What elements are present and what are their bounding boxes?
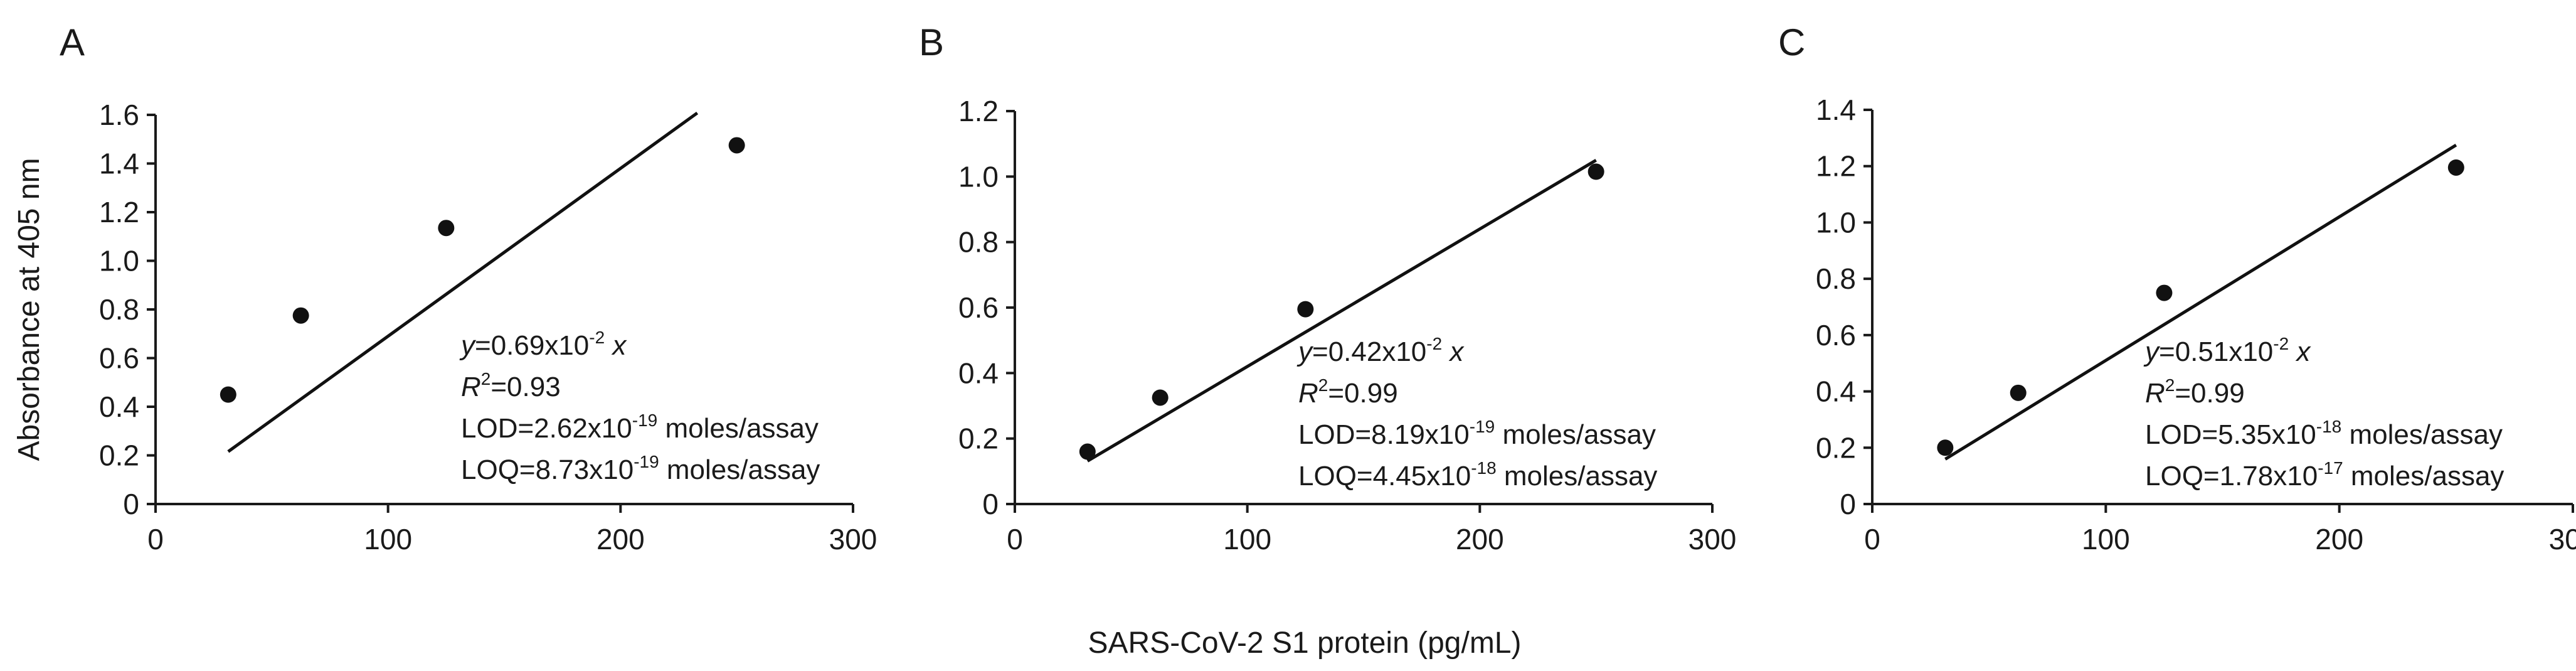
y-tick-label: 0 — [982, 488, 999, 520]
trend-line — [1086, 159, 1597, 463]
x-tick-label: 300 — [1688, 523, 1737, 556]
shared-x-axis-title: SARS-CoV-2 S1 protein (pg/mL) — [1088, 626, 1522, 660]
x-tick-label: 300 — [2549, 523, 2576, 556]
loq-label: LOQ=1.78x10-17 moles/assay — [2145, 458, 2504, 491]
x-tick-label: 100 — [1223, 523, 1271, 556]
y-tick-label: 1.4 — [1816, 94, 1856, 126]
x-tick-label: 0 — [147, 523, 164, 556]
data-point — [1152, 389, 1169, 406]
x-tick-label: 0 — [1007, 523, 1023, 556]
data-point — [1297, 301, 1314, 318]
data-point — [1937, 439, 1954, 456]
trend-line — [227, 111, 699, 453]
trend-line — [1944, 143, 2457, 461]
y-tick-label: 0.6 — [99, 342, 139, 375]
x-tick-label: 300 — [829, 523, 877, 556]
y-tick-label: 1.2 — [99, 196, 139, 228]
data-point — [2447, 159, 2464, 176]
y-tick-label: 0.4 — [958, 357, 999, 389]
y-tick-label: 1.6 — [99, 99, 139, 131]
y-tick-label: 0.6 — [958, 291, 999, 324]
panel-b: B 0 0.2 0.4 0.6 0.8 1.0 1.2 0 100 200 300 y=0.42x10-… — [919, 21, 1736, 556]
data-point — [292, 307, 309, 324]
y-tick-label: 0.2 — [1816, 431, 1856, 464]
y-tick-label: 0 — [123, 488, 139, 520]
data-point — [2010, 384, 2027, 401]
equation-label: y=0.42x10-2 x — [1296, 334, 1465, 367]
lod-label: LOD=5.35x10-18 moles/assay — [2145, 417, 2503, 450]
y-tick-label: 0.4 — [99, 390, 139, 423]
data-point — [728, 137, 745, 154]
y-tick-label: 1.0 — [99, 245, 139, 277]
y-tick-label: 1.0 — [1816, 206, 1856, 239]
x-tick-label: 200 — [596, 523, 645, 556]
r-squared-label: R2=0.93 — [461, 369, 561, 402]
lod-label: LOD=8.19x10-19 moles/assay — [1298, 417, 1656, 450]
x-tick-label: 100 — [2082, 523, 2130, 556]
y-tick-label: 0.8 — [958, 226, 999, 259]
r-squared-label: R2=0.99 — [2145, 375, 2245, 409]
x-tick-label: 200 — [2315, 523, 2363, 556]
y-tick-label: 0 — [1840, 488, 1856, 520]
y-tick-label: 1.0 — [958, 160, 999, 193]
data-point — [220, 386, 236, 403]
panel-letter: A — [60, 21, 85, 63]
x-tick-label: 0 — [1864, 523, 1880, 556]
x-tick-label: 100 — [364, 523, 412, 556]
y-tick-label: 1.2 — [958, 95, 999, 127]
y-tick-label: 0.6 — [1816, 319, 1856, 352]
equation-label: y=0.69x10-2 x — [459, 328, 627, 361]
data-point — [1587, 163, 1604, 180]
panel-letter: C — [1778, 21, 1805, 63]
r-squared-label: R2=0.99 — [1298, 375, 1398, 409]
loq-label: LOQ=4.45x10-18 moles/assay — [1298, 458, 1657, 491]
y-axis-title: Absorbance at 405 nm — [13, 158, 46, 461]
y-tick-label: 0.2 — [958, 422, 999, 455]
x-tick-label: 200 — [1456, 523, 1504, 556]
loq-label: LOQ=8.73x10-19 moles/assay — [461, 452, 820, 485]
y-tick-label: 0.2 — [99, 439, 139, 472]
panel-a: A 0 0.2 0.4 0.6 0.8 1.0 1.2 1.4 1.6 0 100 200 300 Abso… — [13, 21, 877, 556]
y-tick-label: 1.2 — [1816, 150, 1856, 183]
data-point — [438, 220, 455, 237]
y-tick-label: 0.8 — [1816, 262, 1856, 295]
lod-label: LOD=2.62x10-19 moles/assay — [461, 411, 819, 444]
y-tick-label: 0.4 — [1816, 375, 1856, 408]
data-point — [1079, 443, 1096, 460]
panel-letter: B — [919, 21, 944, 63]
y-tick-label: 1.4 — [99, 148, 139, 180]
equation-label: y=0.51x10-2 x — [2143, 334, 2311, 367]
data-point — [2156, 284, 2173, 301]
y-tick-label: 0.8 — [99, 293, 139, 326]
panel-c: C 0 0.2 0.4 0.6 0.8 1.0 1.2 1.4 0 100 200 300 y=0.51x… — [1778, 21, 2576, 556]
